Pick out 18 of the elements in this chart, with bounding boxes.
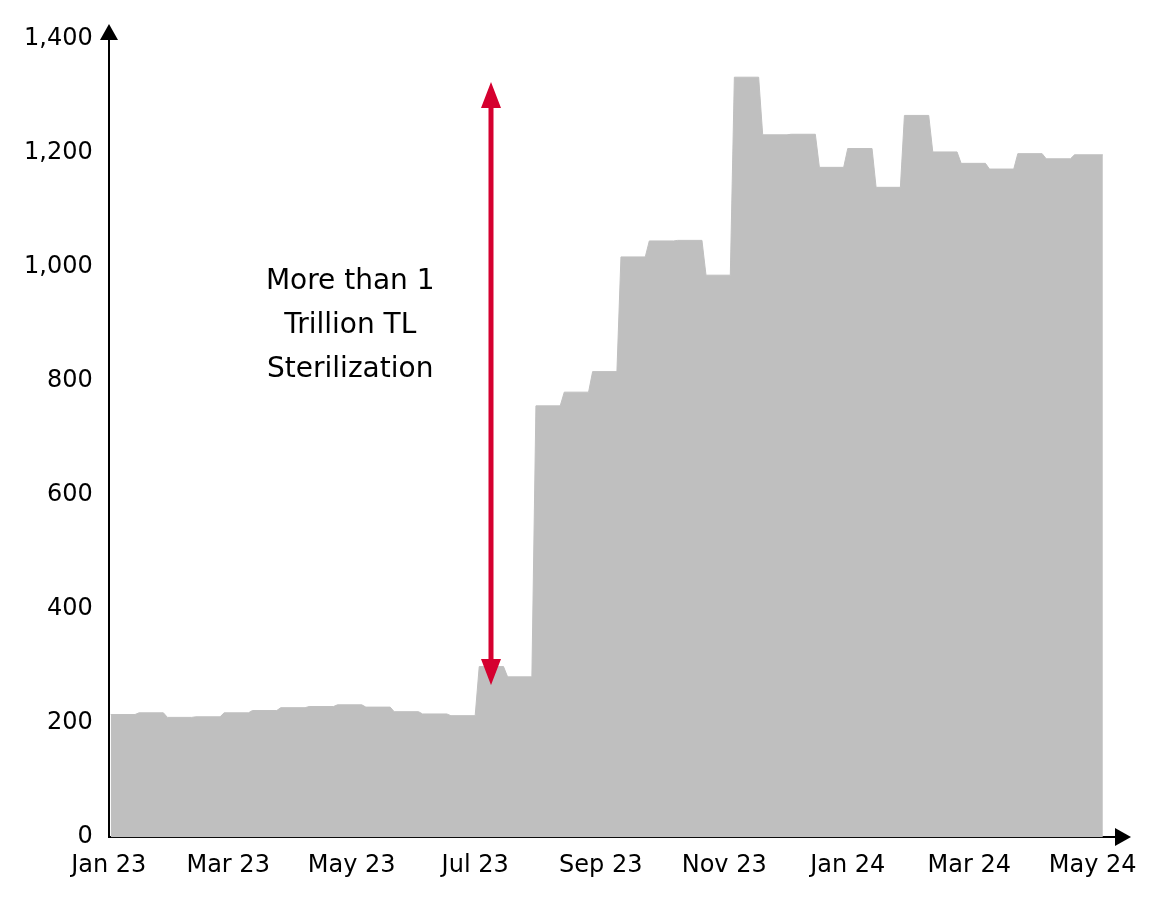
annotation: More than 1 Trillion TL Sterilization xyxy=(265,263,435,385)
x-tick-label: Jan 23 xyxy=(69,849,147,878)
x-tick-label: Mar 24 xyxy=(927,849,1011,878)
x-tick-label: Jan 24 xyxy=(808,849,886,878)
x-tick-label: Sep 23 xyxy=(559,849,643,878)
y-tick-label: 1,000 xyxy=(23,250,93,279)
y-tick-label: 800 xyxy=(46,364,93,393)
y-tick-label: 1,200 xyxy=(23,136,93,165)
x-tick-label: Jul 23 xyxy=(439,849,509,878)
x-tick-label: Mar 23 xyxy=(186,849,270,878)
x-tick-label: May 24 xyxy=(1048,849,1137,878)
x-tick-label: Nov 23 xyxy=(681,849,767,878)
y-tick-label: 0 xyxy=(77,821,93,850)
y-tick-label: 400 xyxy=(46,593,93,622)
y-tick-label: 200 xyxy=(46,707,93,736)
y-tick-label: 600 xyxy=(46,479,93,508)
x-tick-label: May 23 xyxy=(307,849,396,878)
y-tick-label: 1,400 xyxy=(23,22,93,51)
